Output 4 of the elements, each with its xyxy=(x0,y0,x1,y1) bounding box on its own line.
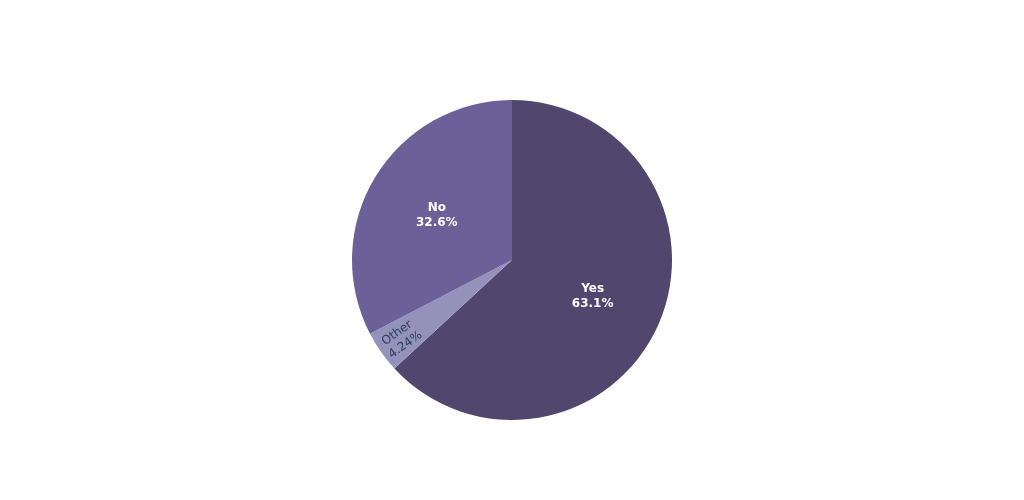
slice-label: Yes xyxy=(580,281,605,296)
data-label: 63.1% xyxy=(571,295,614,310)
slice-label: No xyxy=(427,200,446,215)
data-label: 32.6% xyxy=(415,214,458,229)
